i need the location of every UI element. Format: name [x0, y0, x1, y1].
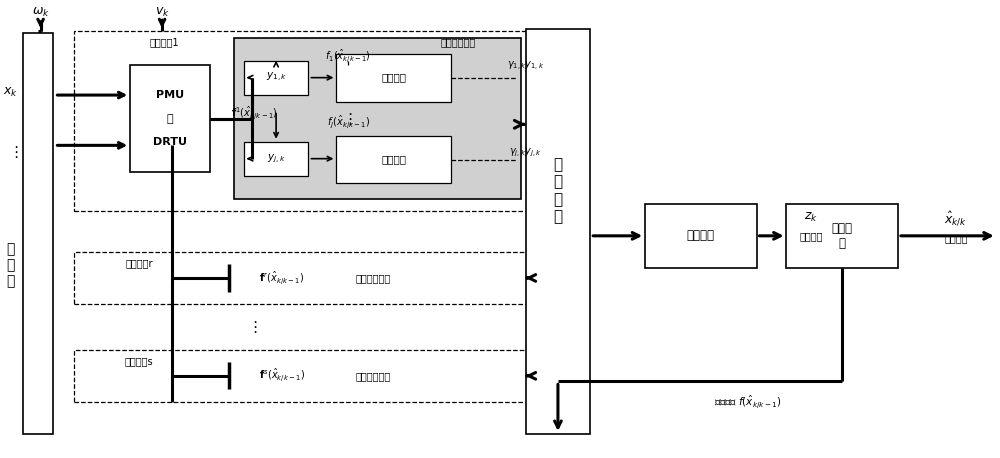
Text: 估计中
心: 估计中 心	[832, 222, 853, 250]
Text: 配
电
网: 配 电 网	[7, 242, 15, 289]
Text: $\mathbf{f}^1(\hat{x}_{k/k-1})$: $\mathbf{f}^1(\hat{x}_{k/k-1})$	[231, 104, 278, 122]
Text: $\vdots$: $\vdots$	[247, 319, 257, 335]
Bar	[130, 65, 210, 172]
Text: $\gamma_{1,k}y_{1,k}$: $\gamma_{1,k}y_{1,k}$	[507, 60, 544, 73]
Text: $f_j(\hat{x}_{k/k-1})$: $f_j(\hat{x}_{k/k-1})$	[327, 114, 370, 131]
Text: 状态输出: 状态输出	[944, 233, 968, 243]
Bar	[74, 252, 528, 304]
Bar	[74, 349, 528, 402]
Text: 量测节点1: 量测节点1	[149, 38, 179, 47]
Text: 通
信
网
络: 通 信 网 络	[553, 157, 562, 224]
Text: 量测节点r: 量测节点r	[125, 258, 153, 268]
Text: $\vdots$: $\vdots$	[8, 144, 18, 159]
Bar	[23, 33, 53, 434]
Text: 触发条件: 触发条件	[381, 73, 406, 82]
Text: $\mathbf{f}^s(\hat{x}_{k/k-1})$: $\mathbf{f}^s(\hat{x}_{k/k-1})$	[259, 367, 305, 384]
Text: $\omega_k$: $\omega_k$	[32, 6, 49, 19]
Bar	[244, 142, 308, 176]
Text: 量测节点s: 量测节点s	[125, 356, 153, 366]
Text: $\mathbf{f}^r(\hat{x}_{k/k-1})$: $\mathbf{f}^r(\hat{x}_{k/k-1})$	[259, 269, 304, 287]
Bar	[244, 60, 308, 95]
Text: $x_k$: $x_k$	[3, 86, 18, 99]
Text: 观测输入: 观测输入	[800, 231, 823, 241]
Text: $y_{j,k}$: $y_{j,k}$	[267, 153, 285, 165]
Text: $f_1(\hat{x}_{k/k-1})$: $f_1(\hat{x}_{k/k-1})$	[325, 47, 371, 65]
Text: $z_k$: $z_k$	[804, 211, 818, 224]
Bar	[526, 29, 590, 434]
Bar	[786, 204, 898, 267]
Text: $y_{1,k}$: $y_{1,k}$	[266, 71, 287, 84]
Bar	[234, 38, 521, 199]
Text: $\vdots$: $\vdots$	[342, 111, 352, 126]
Text: 或: 或	[167, 114, 173, 124]
Bar	[74, 31, 528, 211]
Text: 事件触发机制: 事件触发机制	[440, 38, 475, 47]
Text: 事件触发机制: 事件触发机制	[356, 273, 391, 283]
Text: $\gamma_{j,k}y_{j,k}$: $\gamma_{j,k}y_{j,k}$	[509, 147, 542, 159]
Text: $v_k$: $v_k$	[155, 6, 169, 19]
Text: 预测反馈 $f(\hat{x}_{k/k-1})$: 预测反馈 $f(\hat{x}_{k/k-1})$	[714, 393, 782, 411]
Text: $\hat{x}_{k/k}$: $\hat{x}_{k/k}$	[944, 209, 967, 227]
Text: PMU: PMU	[156, 90, 184, 100]
Text: 触发检测: 触发检测	[687, 229, 715, 242]
Bar	[645, 204, 757, 267]
Text: 触发条件: 触发条件	[381, 155, 406, 164]
Text: DRTU: DRTU	[153, 137, 187, 147]
Bar	[336, 136, 451, 184]
Text: 事件触发机制: 事件触发机制	[356, 371, 391, 381]
Bar	[336, 54, 451, 102]
